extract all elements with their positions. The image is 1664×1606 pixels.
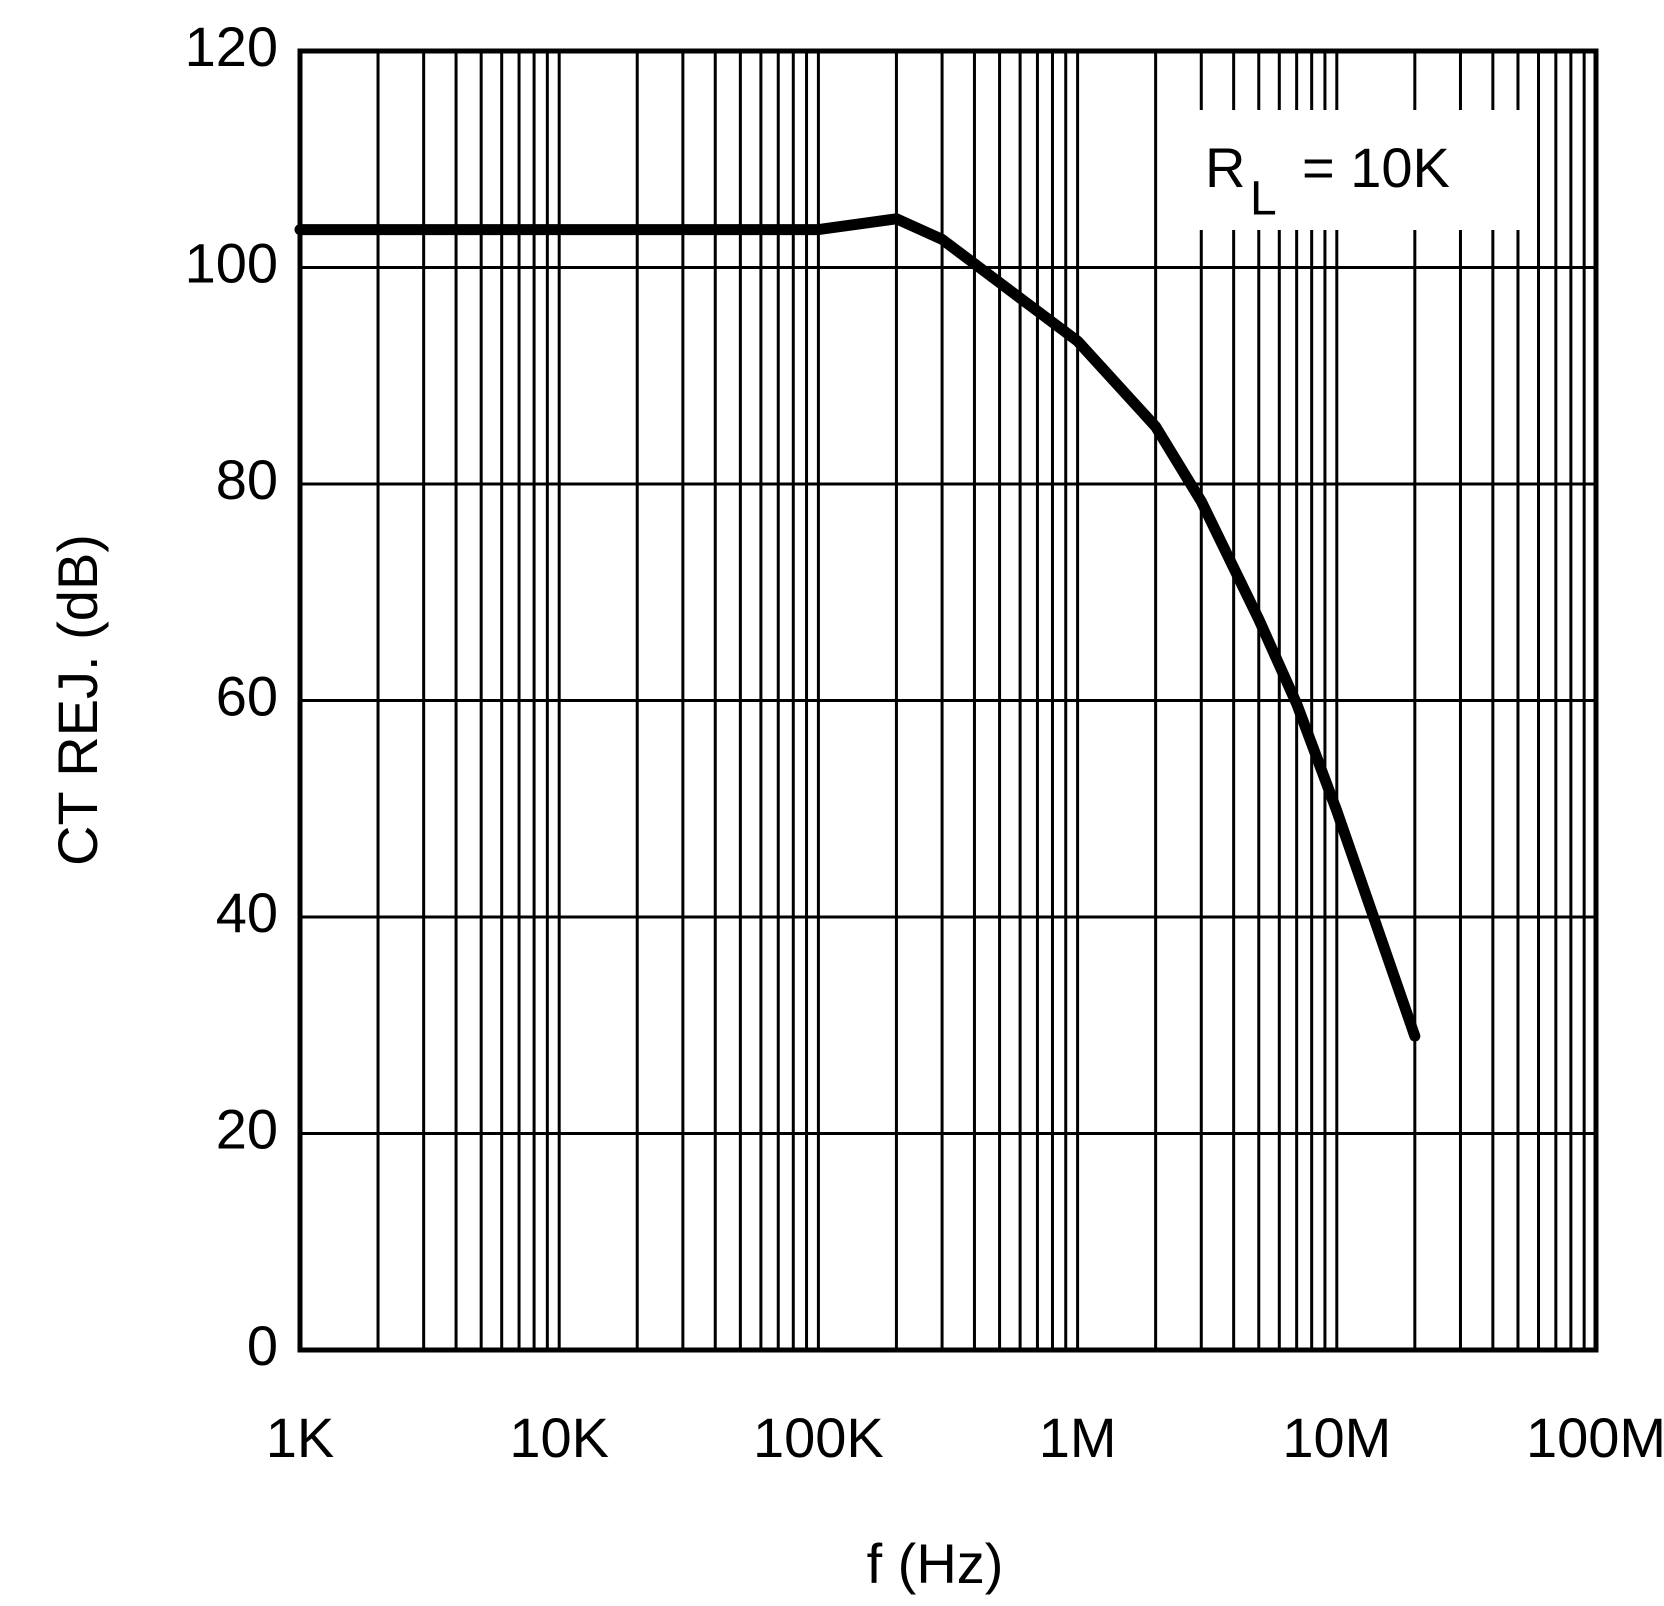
y-tick-label: 0 bbox=[247, 1314, 278, 1377]
annotation-text: R bbox=[1205, 136, 1245, 199]
x-tick-label: 1M bbox=[1039, 1406, 1117, 1469]
x-tick-label: 100K bbox=[753, 1406, 884, 1469]
x-tick-label: 10K bbox=[509, 1406, 609, 1469]
annotation-rest: = 10K bbox=[1302, 136, 1450, 199]
annotation-box bbox=[1190, 110, 1520, 230]
y-tick-label: 40 bbox=[216, 881, 278, 944]
grid bbox=[297, 48, 1599, 1353]
plot-frame bbox=[297, 48, 1599, 1353]
x-tick-label: 10M bbox=[1282, 1406, 1391, 1469]
y-tick-label: 20 bbox=[216, 1097, 278, 1160]
x-tick-label: 100M bbox=[1526, 1406, 1664, 1469]
x-tick-label: 1K bbox=[266, 1406, 335, 1469]
x-axis-title: f (Hz) bbox=[867, 1532, 1004, 1595]
y-tick-label: 100 bbox=[185, 231, 278, 294]
annotation-subscript: L bbox=[1250, 173, 1277, 226]
data-line bbox=[294, 213, 1421, 1042]
y-tick-label: 80 bbox=[216, 448, 278, 511]
y-axis-title: CT REJ. (dB) bbox=[46, 534, 109, 866]
y-tick-label: 60 bbox=[216, 664, 278, 727]
y-tick-label: 120 bbox=[185, 15, 278, 78]
